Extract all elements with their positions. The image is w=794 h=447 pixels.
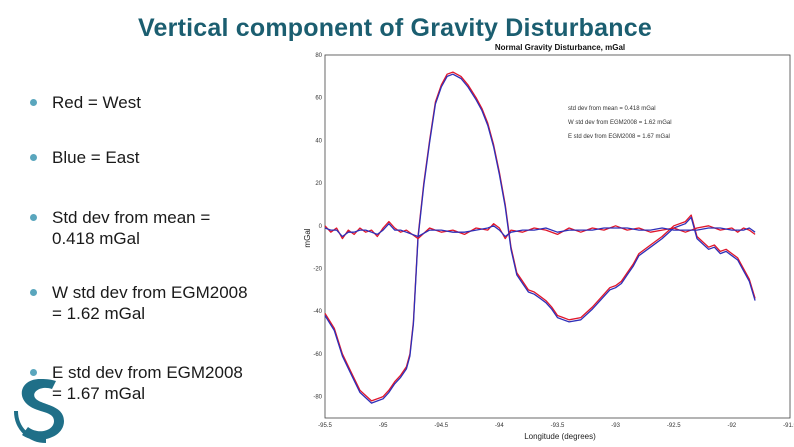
bullet-line: E std dev from EGM2008 [52,363,243,382]
x-tick-label: -94.5 [434,423,448,429]
x-tick-label: -93.5 [551,423,565,429]
chart-legend: std dev from mean = 0.418 mGal W std dev … [568,106,672,140]
legend-entry: std dev from mean = 0.418 mGal [568,106,656,112]
y-tick-label: 60 [315,96,322,102]
x-tick-label: -92 [728,423,737,429]
bullet-dot-icon [30,214,37,221]
y-axis-label: mGal [303,228,312,247]
chart-series [324,71,756,404]
bullet-item: Red = West [30,92,302,113]
x-axis-label: Longitude (degrees) [524,432,596,441]
plot-area [324,54,791,419]
bullet-dot-icon [30,369,37,376]
y-tick-label: 20 [315,181,322,187]
y-tick-label: -80 [313,395,322,401]
x-tick-label: -91.5 [783,423,794,429]
legend-entry: E std dev from EGM2008 = 1.67 mGal [568,134,670,140]
x-tick-label: -94 [495,423,504,429]
x-tick-label: -95 [379,423,388,429]
bullet-line: Red = West [52,93,141,112]
bullet-item: Blue = East [30,147,302,168]
bullet-text: Std dev from mean = 0.418 mGal [52,207,302,249]
bullet-line: = 1.67 mGal [52,384,146,403]
x-tick-label: -95.5 [318,423,332,429]
series-line-2 [324,220,756,240]
bullet-dot-icon [30,99,37,106]
y-tick-label: -20 [313,267,322,273]
x-tick-label: -93 [611,423,620,429]
gravity-chart: Normal Gravity Disturbance, mGal -95.5 -9… [303,43,794,441]
legend-entry: W std dev from EGM2008 = 1.62 mGal [568,120,672,126]
series-line-1 [324,73,756,404]
y-tick-label: -40 [313,309,322,315]
bullet-dot-icon [30,289,37,296]
bullet-line: Blue = East [52,148,140,167]
series-line-3 [324,223,756,238]
bullet-line: W std dev from EGM2008 [52,283,248,302]
bullet-line: Std dev from mean = [52,208,211,227]
bullet-line: 0.418 mGal [52,229,140,248]
bullet-text: Blue = East [52,147,302,168]
bullet-text: W std dev from EGM2008 = 1.62 mGal [52,282,302,324]
stylized-s-logo-icon [14,379,65,443]
bullet-item: E std dev from EGM2008 = 1.67 mGal [30,362,302,404]
bullet-item: W std dev from EGM2008 = 1.62 mGal [30,282,302,324]
bullet-line: = 1.62 mGal [52,304,146,323]
slide-title: Vertical component of Gravity Disturbanc… [138,14,652,42]
bullet-text: E std dev from EGM2008 = 1.67 mGal [52,362,302,404]
y-tick-label: 80 [315,53,322,59]
y-tick-label: 0 [319,224,323,230]
bullet-dot-icon [30,154,37,161]
bullet-text: Red = West [52,92,302,113]
chart-axes: -95.5 -95 -94.5 -94 -93.5 -93 -92.5 -92 -91.5 80 6… [313,53,794,429]
x-tick-label: -92.5 [667,423,681,429]
bullet-item: Std dev from mean = 0.418 mGal [30,207,302,249]
y-tick-label: -60 [313,352,322,358]
y-tick-label: 40 [315,138,322,144]
chart-title: Normal Gravity Disturbance, mGal [495,43,625,52]
